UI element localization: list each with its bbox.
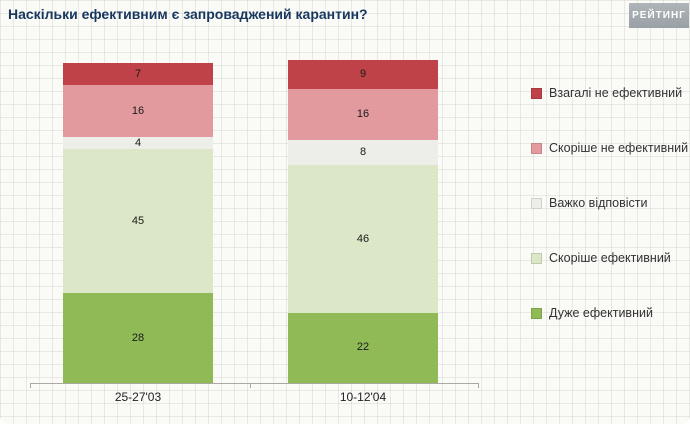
legend-label: Важко відповісти <box>549 196 648 210</box>
stacked-bar: 7 16 4 45 28 <box>63 63 213 383</box>
legend: Взагалі не ефективний Скоріше не ефективн… <box>531 82 688 357</box>
stacked-bar: 9 16 8 46 22 <box>288 59 438 383</box>
legend-item: Важко відповісти <box>531 192 688 214</box>
bar-segment: 9 <box>288 59 438 89</box>
segment-value-label: 7 <box>134 67 142 80</box>
legend-swatch <box>531 252 542 264</box>
segment-value-label: 45 <box>131 214 145 227</box>
axis-tick <box>478 383 479 388</box>
bar-segment: 45 <box>63 149 213 294</box>
x-axis-label: 10-12'04 <box>339 390 387 404</box>
segment-value-label: 46 <box>356 232 370 245</box>
bar-segment: 28 <box>63 293 213 383</box>
legend-item: Дуже ефективний <box>531 302 688 324</box>
axis-tick <box>30 383 31 388</box>
legend-item: Скоріше ефективний <box>531 247 688 269</box>
bar-segment: 46 <box>288 165 438 313</box>
chart-title: Наскільки ефективним є запроваджений кар… <box>8 6 368 22</box>
segment-value-label: 9 <box>359 67 367 80</box>
bar-segment: 16 <box>63 85 213 137</box>
legend-label: Скоріше не ефективний <box>549 141 689 155</box>
legend-label: Взагалі не ефективний <box>549 86 683 100</box>
legend-swatch <box>531 197 542 209</box>
bar-segment: 22 <box>288 312 438 383</box>
rating-logo: РЕЙТИНГ <box>629 3 689 28</box>
bar-segment: 4 <box>63 136 213 150</box>
x-axis-labels: 25-27'03 10-12'04 <box>63 390 438 404</box>
legend-label: Дуже ефективний <box>549 306 653 320</box>
bars: 7 16 4 45 28 9 16 8 46 22 <box>63 59 438 383</box>
legend-item: Взагалі не ефективний <box>531 82 688 104</box>
legend-swatch <box>531 307 542 319</box>
segment-value-label: 28 <box>131 331 145 344</box>
x-axis-line <box>30 383 479 384</box>
segment-value-label: 16 <box>131 104 145 117</box>
segment-value-label: 16 <box>356 107 370 120</box>
legend-item: Скоріше не ефективний <box>531 137 688 159</box>
axis-tick <box>250 383 251 388</box>
bar-segment: 16 <box>288 88 438 140</box>
segment-value-label: 4 <box>134 136 142 149</box>
legend-swatch <box>531 87 542 99</box>
legend-label: Скоріше ефективний <box>549 251 671 265</box>
segment-value-label: 8 <box>359 146 367 159</box>
x-axis-label: 25-27'03 <box>114 390 162 404</box>
bar-segment: 8 <box>288 139 438 166</box>
segment-value-label: 22 <box>356 341 370 354</box>
bar-segment: 7 <box>63 63 213 86</box>
legend-swatch <box>531 142 542 154</box>
